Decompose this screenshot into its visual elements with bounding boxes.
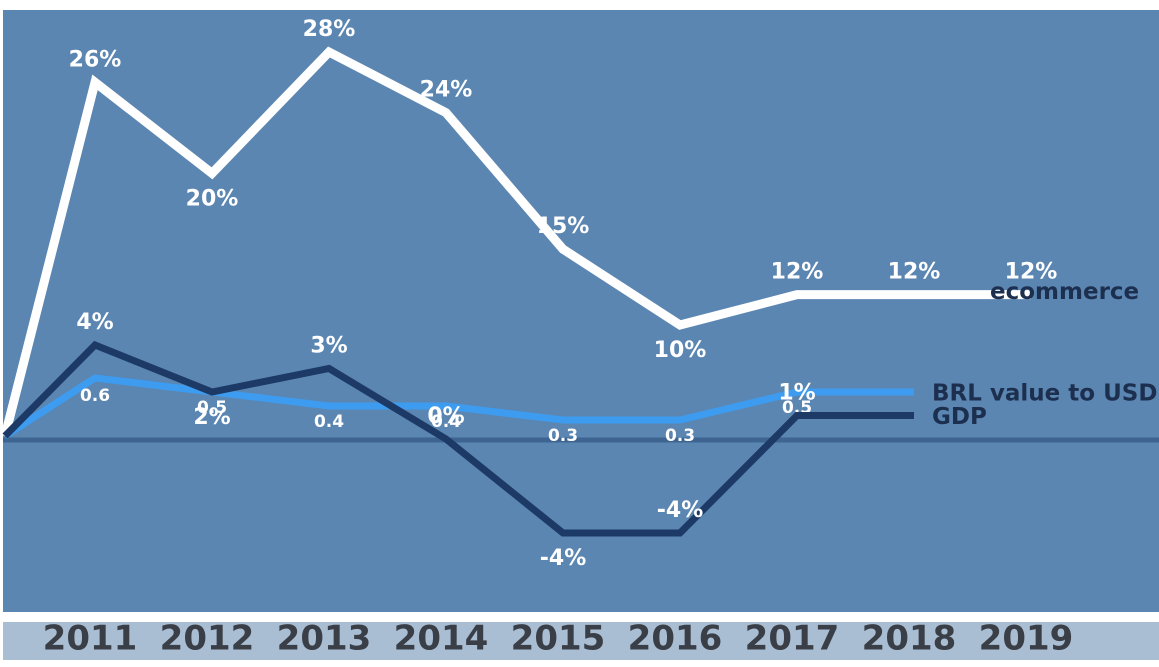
plot-background xyxy=(3,10,1159,612)
series-line xyxy=(2,340,914,537)
x-tick-label: 2017 xyxy=(745,619,840,659)
data-label: 12% xyxy=(771,260,824,285)
data-label: 26% xyxy=(69,47,122,72)
x-tick-label: 2018 xyxy=(862,619,957,659)
data-label: 0.4 xyxy=(314,412,344,432)
data-label: 28% xyxy=(303,17,356,42)
data-label: 0% xyxy=(427,404,464,429)
series-line xyxy=(0,46,1031,438)
data-label: 2% xyxy=(193,405,230,430)
x-tick-label: 2014 xyxy=(394,619,489,659)
data-label: 0.4 xyxy=(431,412,461,432)
x-tick-label: 2012 xyxy=(160,619,255,659)
data-label: 1% xyxy=(778,381,815,406)
x-tick-label: 2016 xyxy=(628,619,723,659)
data-label: 12% xyxy=(888,260,941,285)
x-tick-label: 2019 xyxy=(979,619,1074,659)
data-label: 12% xyxy=(1005,260,1058,285)
series-name: BRL value to USD xyxy=(932,381,1157,407)
data-label: 20% xyxy=(186,186,239,211)
data-label: 24% xyxy=(420,78,473,103)
data-label: 0.5 xyxy=(197,398,227,418)
data-label: 10% xyxy=(654,338,707,363)
x-tick-label: 2011 xyxy=(43,619,138,659)
data-label: 4% xyxy=(76,310,113,335)
data-label: 3% xyxy=(310,334,347,359)
x-tick-label: 2015 xyxy=(511,619,606,659)
series-line xyxy=(3,374,914,439)
data-label: -4% xyxy=(540,546,586,571)
data-label: 0.3 xyxy=(665,426,695,446)
x-tick-label: 2013 xyxy=(277,619,372,659)
data-label: -4% xyxy=(657,498,703,523)
data-label: 0.6 xyxy=(80,386,110,406)
data-label: 15% xyxy=(537,214,590,239)
data-label: 0.3 xyxy=(548,426,578,446)
year-strip xyxy=(3,622,1159,660)
series-name: ecommerce xyxy=(990,279,1139,305)
series-name: GDP xyxy=(932,404,987,430)
